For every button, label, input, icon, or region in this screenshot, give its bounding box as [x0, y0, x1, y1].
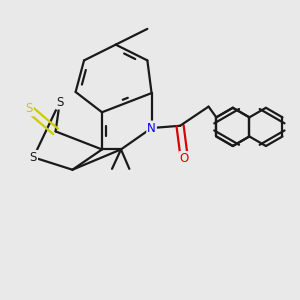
Text: S: S: [56, 96, 64, 109]
Text: S: S: [26, 102, 33, 116]
Text: S: S: [30, 151, 37, 164]
Text: O: O: [180, 152, 189, 165]
Text: N: N: [147, 122, 156, 134]
